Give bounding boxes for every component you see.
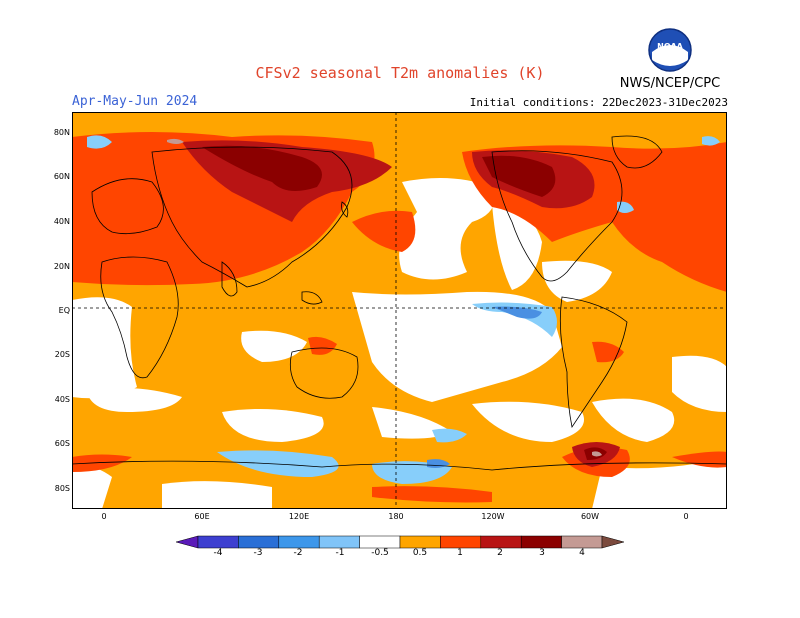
lon-label: 0 [683,512,689,521]
grid-lines [72,112,727,509]
chart-title: CFSv2 seasonal T2m anomalies (K) [255,64,545,82]
colorbar-segment [480,535,522,549]
lon-label: 120W [481,512,505,521]
lat-label: 40N [53,217,70,226]
colorbar-segment [197,535,239,549]
colorbar-segment [278,535,320,549]
lat-label: 60N [53,172,70,181]
colorbar-label: 3 [539,548,545,558]
coastlines [72,135,727,471]
colorbar-label: -4 [213,548,223,558]
colorbar-segment [359,535,401,549]
lat-label: 20N [53,262,70,271]
lon-label: 180 [388,512,404,521]
warm-3-regions [202,145,607,460]
colorbar-label: 0.5 [412,548,428,558]
lon-label: 60W [580,512,600,521]
lat-label: EQ [58,306,70,315]
colorbar-segments [176,535,624,549]
season-label: Apr-May-Jun 2024 [72,94,198,109]
colorbar-label: -3 [253,548,263,558]
map-frame [72,112,727,509]
lon-label: 0 [101,512,107,521]
lat-label: 80N [53,128,70,137]
lat-label: 20S [54,350,70,359]
colorbar-label: -1 [335,548,345,558]
lat-label: 80S [54,484,70,493]
anomaly-map [72,112,727,509]
colorbar-segment [561,535,603,549]
lat-label: 40S [54,395,70,404]
colorbar-label: 4 [579,548,585,558]
lon-label: 60E [194,512,210,521]
colorbar-segment [238,535,280,549]
warm-4-regions [167,138,602,457]
colorbar-left-arrow [176,535,199,549]
colorbar-label: 1 [457,548,463,558]
colorbar-segment [318,535,360,549]
colorbar-label: -2 [293,548,303,558]
initial-conditions-label: Initial conditions: 22Dec2023-31Dec2023 [469,96,728,109]
lat-label: 60S [54,439,70,448]
colorbar-label: 2 [497,548,503,558]
colorbar-segment [440,535,482,549]
colorbar [176,535,624,549]
svg-text:NOAA: NOAA [657,42,683,51]
neutral-regions [72,178,727,509]
colorbar-segment [399,535,441,549]
colorbar-label: -0.5 [371,548,389,558]
colorbar-segment [520,535,562,549]
noaa-logo: NOAA [648,28,692,72]
lon-label: 120E [288,512,310,521]
agency-label: NWS/NCEP/CPC [619,76,721,91]
colorbar-right-arrow [601,535,624,549]
